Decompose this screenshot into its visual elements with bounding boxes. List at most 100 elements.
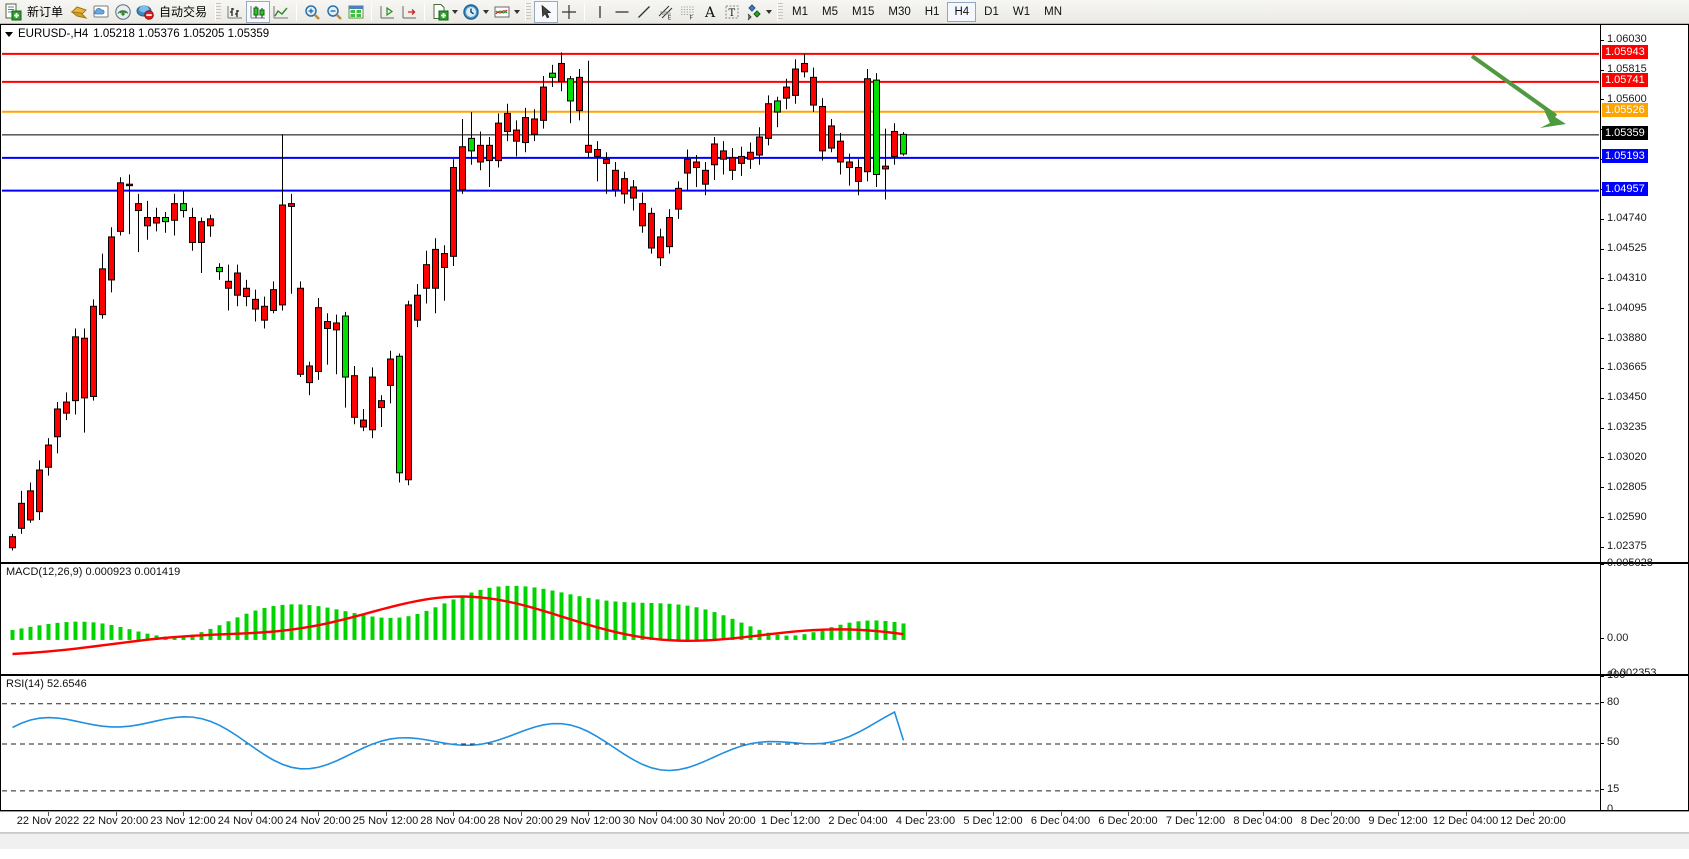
time-axis[interactable]: 22 Nov 2022 22 Nov 20:00 23 Nov 12:00 24 No… [0,811,1689,833]
macd-tick-label: 0.005028 [1607,557,1653,569]
line-chart-button[interactable] [270,1,292,23]
objects-button[interactable] [68,1,90,23]
text-icon: A [701,3,719,21]
time-tick-label: 4 Dec 23:00 [895,815,956,827]
time-tick [520,812,522,816]
time-tick-label: 24 Nov 04:00 [217,815,284,827]
auto-trading-button[interactable]: 自动交易 [134,1,212,23]
time-tick-label: 12 Dec 04:00 [1432,815,1499,827]
templates-icon [493,3,511,21]
price-axis[interactable]: 1.06030 1.05815 1.05600 1.04740 1.04525 … [1600,25,1688,562]
time-tick-label: 9 Dec 12:00 [1368,815,1428,827]
price-pane[interactable]: EURUSD-,H4 1.05218 1.05376 1.05205 1.053… [0,24,1689,563]
price-tick-label: 1.02375 [1607,540,1647,553]
horizontal-scrollbar[interactable] [0,833,1689,849]
templates-button[interactable] [491,1,522,23]
chevron-down-icon[interactable] [483,9,490,14]
trading-signals-button[interactable] [112,1,134,23]
period-clock-icon [462,3,480,21]
zoom-out-button[interactable] [323,1,345,23]
price-tick-label: 1.03020 [1607,450,1647,463]
fibonacci-icon: F [679,3,697,21]
shapes-icon [745,3,763,21]
auto-trading-label: 自动交易 [159,5,208,19]
toolbar-grip-2[interactable] [525,2,532,21]
horizontal-line-button[interactable] [611,1,633,23]
macd-pane[interactable]: MACD(12,26,9) 0.000923 0.001419 0.005028… [0,557,1689,679]
timeframe-m5[interactable]: M5 [822,5,838,18]
timeframe-w1[interactable]: W1 [1012,5,1031,18]
support-level-1: 1.05193 [1602,149,1648,164]
text-label-button[interactable]: T [721,1,743,23]
fibonacci-button[interactable]: F [677,1,699,23]
macd-signal-line [12,595,904,656]
data-window-icon [347,3,365,21]
chevron-down-icon[interactable] [452,9,459,14]
price-tick-label: 1.04095 [1607,301,1647,314]
time-tick-label: 22 Nov 2022 [16,815,80,827]
new-order-label: 新订单 [27,5,64,19]
cursor-button[interactable] [534,0,559,23]
cloud-storage-button[interactable] [90,1,112,23]
text-button[interactable]: A [699,1,721,23]
time-tick-label: 24 Nov 20:00 [285,815,351,827]
macd-plot[interactable] [2,565,1599,673]
timeframe-h1[interactable]: H1 [924,5,940,18]
bearish-arrow[interactable] [1470,54,1566,128]
timeframe-d1[interactable]: D1 [984,5,999,18]
symbol-ohlc: 1.05218 1.05376 1.05205 1.05359 [93,28,270,40]
toolbar-grip-3[interactable] [777,2,784,21]
trend-line-button[interactable] [633,1,655,23]
new-order-button[interactable]: 新订单 [2,1,68,23]
cloud-icon [92,3,110,21]
shapes-button[interactable] [743,1,774,23]
data-window-button[interactable] [345,1,367,23]
support-level-2: 1.04957 [1602,182,1648,197]
rsi-axis[interactable]: 100 80 50 15 0 [1600,669,1688,815]
pivot-level: 1.05526 [1602,103,1648,118]
svg-text:E: E [668,14,672,21]
rsi-pane[interactable]: RSI(14) 52.6546 100 80 50 15 0 [0,669,1689,815]
crosshair-button[interactable] [558,1,580,23]
price-tick-label: 1.03880 [1607,331,1647,344]
timeframe-m1[interactable]: M1 [792,5,809,18]
rsi-series [2,703,1599,792]
equidistant-channel-button[interactable]: E [655,1,677,23]
timeframe-m30[interactable]: M30 [888,5,911,18]
candlestick-chart-button[interactable] [246,0,271,23]
svg-text:A: A [704,5,716,21]
bar-chart-button[interactable] [224,1,246,23]
timeframe-mn[interactable]: MN [1044,5,1062,18]
new-chart-button[interactable] [429,1,460,23]
timeframe-h4[interactable]: H4 [947,1,977,22]
price-tick-label: 1.04310 [1607,271,1647,284]
price-tick-label: 1.04525 [1607,242,1647,255]
period-button[interactable] [460,1,491,23]
time-tick-label: 30 Nov 04:00 [622,815,689,827]
zoom-in-icon [303,3,321,21]
zoom-in-button[interactable] [301,1,323,23]
time-tick-label: 5 Dec 12:00 [963,815,1023,827]
chevron-down-icon[interactable] [5,31,13,37]
time-tick [250,812,252,816]
chart-shift-icon [378,3,396,21]
vertical-line-button[interactable] [589,1,611,23]
macd-axis[interactable]: 0.005028 0.00 -0.002353 [1600,557,1688,679]
timeframe-m15[interactable]: M15 [852,5,875,18]
resistance-level-2: 1.05741 [1602,73,1648,88]
time-tick-label: 12 Dec 20:00 [1500,815,1566,827]
toolbar-grip-1[interactable] [215,2,222,21]
chart-shift-button[interactable] [376,1,398,23]
time-tick-label: 8 Dec 20:00 [1300,815,1361,827]
chevron-down-icon[interactable] [766,9,773,14]
cursor-icon [537,3,555,21]
chevron-down-icon[interactable] [514,9,521,14]
price-plot[interactable] [2,26,1599,561]
macd-label: MACD(12,26,9) 0.000923 0.001419 [6,566,181,578]
time-tick-label: 28 Nov 04:00 [420,815,486,827]
new-order-icon [4,3,22,21]
rsi-plot[interactable] [2,677,1599,809]
auto-scroll-button[interactable] [398,1,420,23]
time-tick-label: 25 Nov 12:00 [352,815,419,827]
new-chart-icon [431,3,449,21]
